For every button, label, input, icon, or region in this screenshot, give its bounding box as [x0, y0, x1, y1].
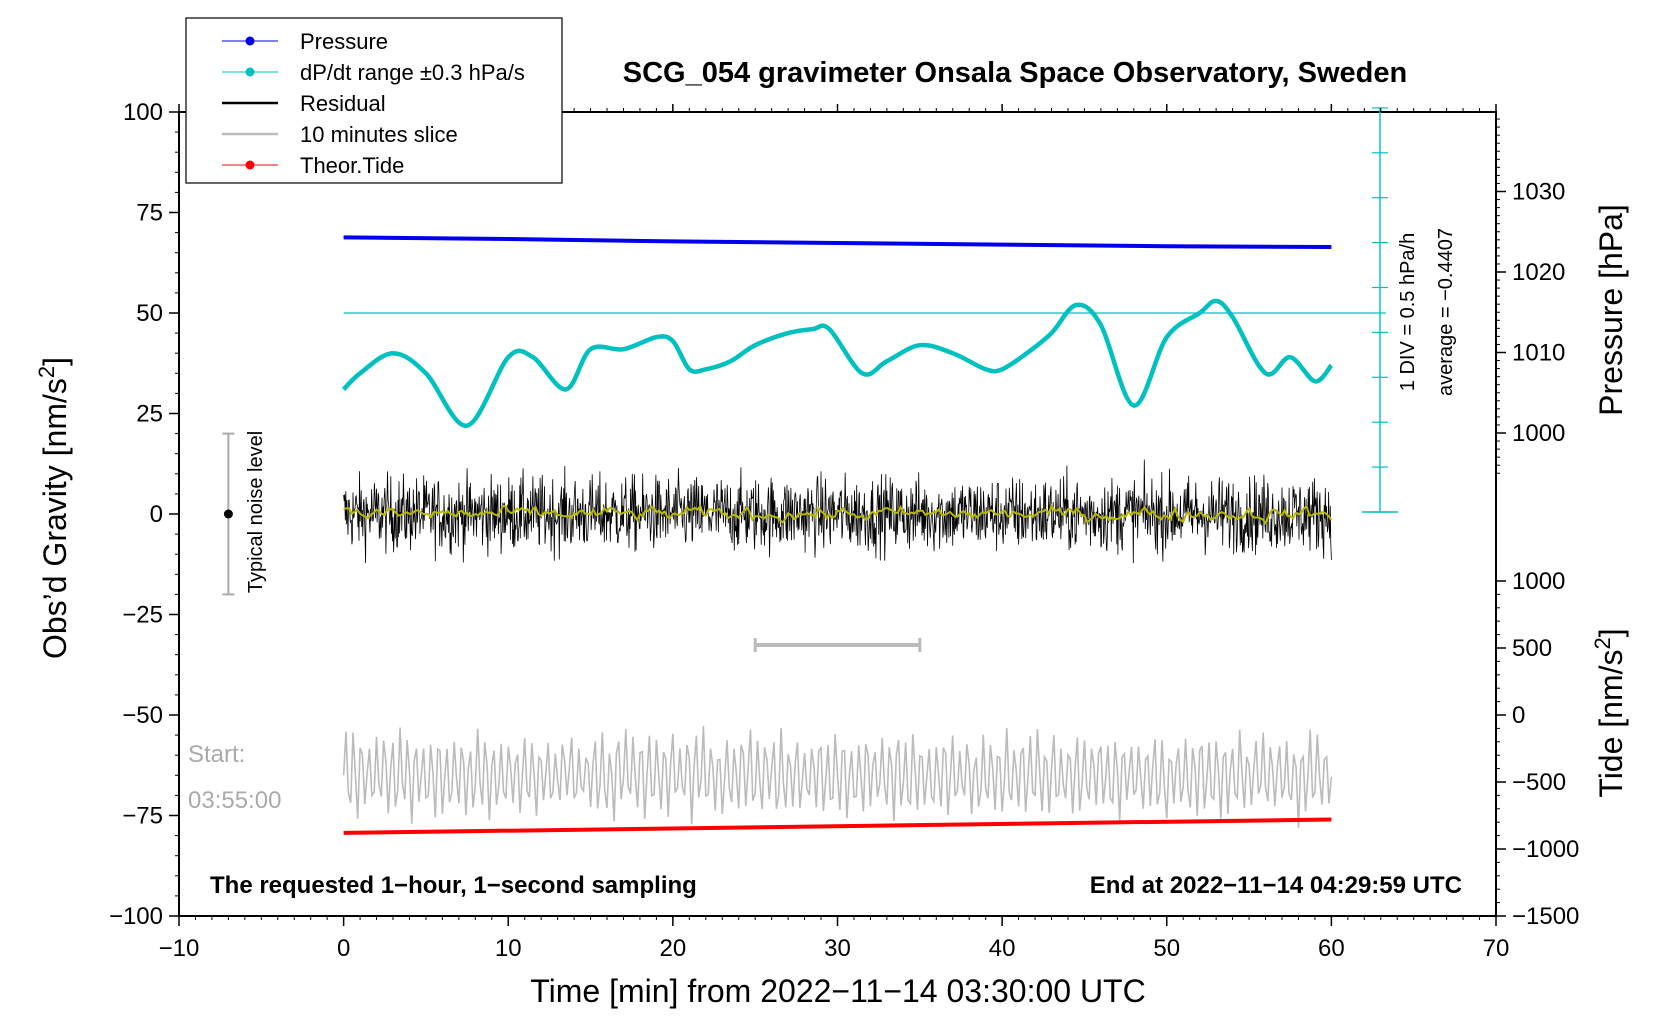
- tide-tick-label: 1000: [1512, 568, 1565, 595]
- tide-tick-label: 0: [1512, 702, 1525, 729]
- y-axis-tide-label-sup: 2: [1590, 637, 1615, 649]
- pressure-tick-label: 1000: [1512, 420, 1565, 447]
- legend-label: dP/dt range ±0.3 hPa/s: [300, 60, 525, 85]
- chart-title: SCG_054 gravimeter Onsala Space Observat…: [623, 57, 1407, 89]
- y-left-tick-label: 100: [123, 99, 163, 126]
- series-layer: [222, 107, 1398, 835]
- x-tick-label: 60: [1318, 935, 1345, 962]
- legend-marker: [245, 36, 255, 46]
- y-axis-left-label-main: Obs’d Gravity [nm/s: [37, 378, 73, 659]
- legend-box: [185, 17, 563, 184]
- x-tick-label: −10: [159, 935, 200, 962]
- pressure-tick-label: 1020: [1512, 259, 1565, 286]
- x-tick-label: 10: [495, 935, 522, 962]
- legend-label: Pressure: [300, 29, 388, 54]
- tide-tick-label: −500: [1512, 769, 1566, 796]
- y-left-tick-label: −25: [122, 602, 163, 629]
- legend-label: 10 minutes slice: [300, 122, 458, 147]
- x-tick-label: 30: [824, 935, 851, 962]
- pressure-tick-label: 1030: [1512, 179, 1565, 206]
- tide-tick-label: −1500: [1512, 903, 1579, 930]
- y-left-tick-label: −100: [109, 903, 163, 930]
- start-time-label: 03:55:00: [188, 787, 281, 814]
- y-left-tick-label: 50: [136, 300, 163, 327]
- legend-label: Theor.Tide: [300, 153, 404, 178]
- series-residual-smoothed: [343, 503, 1333, 526]
- y-axis-left-label: Obs’d Gravity [nm/s2]: [34, 357, 73, 659]
- legend-items: Pressure dP/dt range ±0.3 hPa/s Residual 10…: [222, 29, 525, 178]
- x-tick-label: 20: [660, 935, 687, 962]
- note-end-time: End at 2022−11−14 04:29:59 UTC: [1090, 872, 1462, 899]
- legend-label: Residual: [300, 91, 386, 116]
- y-axis-pressure-label: Pressure [hPa]: [1593, 204, 1629, 416]
- pressure-tick-label: 1010: [1512, 340, 1565, 367]
- y-left-tick-label: 0: [150, 501, 163, 528]
- axes-layer: −10 0 10 20 30 40 50 60 70−100−75−50−25025507510…: [109, 99, 1579, 962]
- legend: Pressure dP/dt range ±0.3 hPa/s Residual 10…: [185, 17, 563, 184]
- y-axis-left-label-end: ]: [37, 357, 73, 366]
- legend-marker: [245, 160, 255, 170]
- x-tick-label: 70: [1483, 935, 1510, 962]
- scale-note-average: average = −0.4407: [1435, 228, 1457, 396]
- y-left-tick-label: −50: [122, 702, 163, 729]
- y-axis-left-label-sup: 2: [34, 366, 59, 378]
- series-theor-tide: [343, 817, 1332, 835]
- y-axis-tide-label: Tide [nm/s2]: [1590, 628, 1629, 797]
- start-label: Start:: [188, 741, 245, 768]
- legend-marker: [245, 67, 255, 77]
- series-dpdt: [341, 298, 1334, 428]
- series-10min-slice: [342, 726, 1333, 828]
- note-sampling: The requested 1−hour, 1−second sampling: [210, 872, 697, 899]
- tide-tick-label: −1000: [1512, 836, 1579, 863]
- y-axis-tide-label-main: Tide [nm/s: [1593, 649, 1629, 797]
- scale-note-div: 1 DIV = 0.5 hPa/h: [1397, 233, 1419, 391]
- series-pressure: [343, 235, 1332, 249]
- x-axis-label: Time [min] from 2022−11−14 03:30:00 UTC: [530, 973, 1145, 1009]
- y-left-tick-label: −75: [122, 803, 163, 830]
- noise-level-label: Typical noise level: [245, 431, 267, 593]
- x-tick-label: 50: [1153, 935, 1180, 962]
- y-left-tick-label: 25: [136, 401, 163, 428]
- x-tick-label: 40: [989, 935, 1016, 962]
- x-tick-label: 0: [337, 935, 350, 962]
- y-axis-tide-label-end: ]: [1593, 628, 1629, 637]
- y-left-tick-label: 75: [136, 200, 163, 227]
- noise-bar-center-dot: [223, 509, 233, 519]
- tide-tick-label: 500: [1512, 635, 1552, 662]
